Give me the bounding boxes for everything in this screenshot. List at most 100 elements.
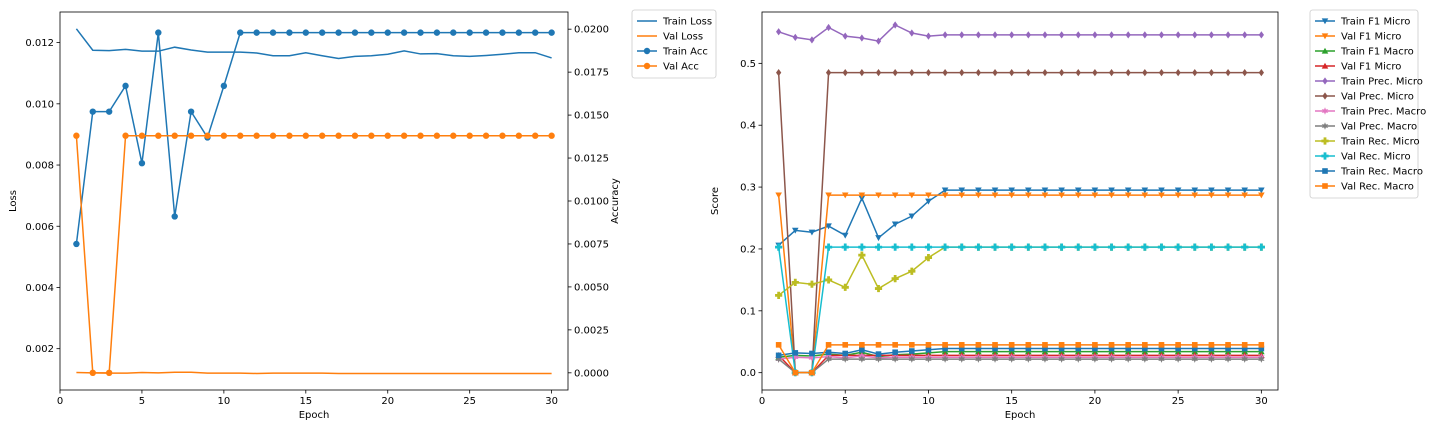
data-point <box>1074 187 1082 194</box>
data-point <box>105 108 113 115</box>
data-point <box>775 355 782 363</box>
data-point <box>482 132 490 139</box>
data-point <box>1108 68 1115 77</box>
data-point <box>1125 342 1131 348</box>
series-line <box>778 358 1262 374</box>
data-point <box>220 82 228 90</box>
series-line <box>76 371 552 375</box>
data-point <box>1125 68 1131 77</box>
data-point <box>89 108 96 115</box>
data-point <box>941 187 949 194</box>
legend-box <box>631 9 717 79</box>
data-point <box>384 29 391 36</box>
legend-entry: Val Prec. Macro <box>1315 122 1417 133</box>
data-point <box>975 345 982 352</box>
data-point <box>1108 345 1115 352</box>
data-point <box>1141 243 1149 251</box>
legend-label: Train Loss <box>662 17 712 28</box>
legend-label: Val Rec. Macro <box>1341 182 1414 193</box>
data-point <box>825 68 832 77</box>
data-point <box>187 108 195 115</box>
data-point <box>1258 355 1265 363</box>
legend-entry: Val F1 Micro <box>1315 62 1401 73</box>
legend-marker <box>1321 33 1329 40</box>
data-point <box>1025 68 1031 77</box>
data-point <box>991 192 999 199</box>
data-point <box>1008 187 1015 194</box>
x-tick-label: 25 <box>1172 396 1185 407</box>
legend-label: Train Rec. Micro <box>1340 137 1420 148</box>
data-point <box>1092 342 1098 348</box>
data-point <box>1058 187 1065 194</box>
series-val-rec-macro <box>775 342 1265 376</box>
series-line <box>777 71 1262 374</box>
data-point <box>253 29 260 36</box>
legend-entry: Val Loss <box>637 32 703 43</box>
data-point <box>841 283 849 291</box>
data-point <box>1224 243 1232 251</box>
data-point <box>908 267 916 275</box>
legend-marker <box>1321 18 1329 25</box>
data-point <box>1158 187 1165 194</box>
data-point <box>433 132 441 139</box>
x-axis-label: Epoch <box>1005 410 1036 421</box>
data-point <box>1041 355 1049 363</box>
y2-tick-label: 0.0100 <box>574 197 609 208</box>
data-point <box>875 192 882 199</box>
legend-label: Val Prec. Micro <box>1341 92 1414 103</box>
data-point <box>859 342 865 348</box>
series-train-prec-micro <box>776 21 1264 45</box>
legend-entry: Train F1 Macro <box>1315 47 1414 58</box>
data-point <box>417 29 424 36</box>
data-point <box>809 350 815 357</box>
data-point <box>400 132 408 139</box>
data-point <box>1257 243 1265 251</box>
data-point <box>89 369 96 377</box>
data-point <box>1125 345 1131 352</box>
data-point <box>825 355 832 363</box>
data-point <box>351 29 359 36</box>
y-tick-label: 0.3 <box>740 183 756 194</box>
data-point <box>1175 342 1181 348</box>
data-point <box>1224 187 1232 194</box>
data-point <box>1157 243 1166 251</box>
data-point <box>1225 345 1231 352</box>
data-point <box>858 251 866 259</box>
data-point <box>1158 345 1165 352</box>
data-point <box>122 132 129 139</box>
data-point <box>1025 187 1032 194</box>
data-point <box>302 132 310 139</box>
data-point <box>1174 187 1182 194</box>
data-point <box>1075 31 1081 39</box>
data-point <box>269 132 277 139</box>
data-point <box>1241 243 1249 251</box>
data-point <box>1058 243 1066 251</box>
data-point <box>908 243 916 251</box>
data-point <box>1141 355 1149 363</box>
data-point <box>138 160 146 167</box>
series-line <box>75 31 552 245</box>
y-tick-label: 0.5 <box>740 59 756 70</box>
y-tick-label: 0.002 <box>25 344 54 355</box>
data-point <box>384 132 391 139</box>
data-point <box>335 29 342 36</box>
legend-marker <box>643 62 651 70</box>
data-point <box>1242 68 1248 77</box>
data-point <box>1108 355 1115 363</box>
legend-label: Train F1 Macro <box>1340 47 1414 58</box>
data-point <box>1241 342 1248 348</box>
series-line <box>777 194 1262 374</box>
data-point <box>908 192 916 199</box>
data-point <box>1142 68 1148 77</box>
data-point <box>1008 355 1015 363</box>
data-point <box>318 132 326 139</box>
series-line <box>778 24 1262 42</box>
data-point <box>908 213 916 220</box>
series-group <box>775 21 1265 377</box>
data-point <box>924 243 933 251</box>
data-point <box>417 132 424 139</box>
data-point <box>891 355 899 363</box>
data-point <box>1108 187 1115 194</box>
data-point <box>1258 68 1264 77</box>
data-point <box>975 355 982 363</box>
